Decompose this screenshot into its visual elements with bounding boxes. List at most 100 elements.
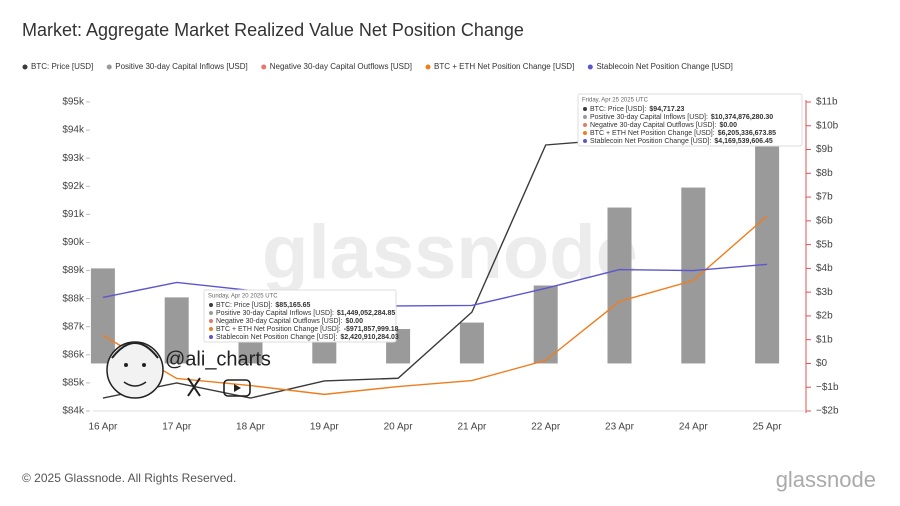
tooltip-value: $2,420,910,284.03 (340, 334, 398, 341)
x-tick-label: 21 Apr (457, 422, 487, 433)
tooltip-label: Negative 30-day Capital Outflows [USD]: (590, 122, 716, 129)
x-tick-label: 25 Apr (753, 422, 783, 433)
legend-entry: Negative 30-day Capital Outflows [USD] (270, 62, 412, 71)
y2-tick-label: $10b (816, 120, 839, 131)
tooltip-value: $10,374,876,280.30 (711, 114, 773, 121)
tooltip-swatch (583, 139, 587, 143)
tooltip-value: $4,169,539,606.45 (714, 138, 772, 145)
y2-tick-label: −$2b (816, 406, 839, 417)
legend-swatch (261, 64, 267, 70)
legend-entry: Stablecoin Net Position Change [USD] (596, 62, 733, 71)
chart-title: Market: Aggregate Market Realized Value … (22, 20, 524, 40)
tooltip-label: BTC + ETH Net Position Change [USD]: (590, 130, 715, 137)
tooltip-swatch (209, 319, 213, 323)
x-tick-label: 16 Apr (88, 422, 118, 433)
y2-tick-label: $8b (816, 168, 833, 179)
legend-entry: BTC: Price [USD] (31, 62, 93, 71)
footer-logo: glassnode (776, 467, 876, 492)
y2-tick-label: $9b (816, 144, 833, 155)
y2-tick-label: $3b (816, 287, 833, 298)
tooltip-title: Sunday, Apr 20 2025 UTC (208, 294, 278, 300)
tooltip-value: $0.00 (345, 318, 363, 325)
watermark: glassnode (262, 210, 638, 295)
y-tick-label: $84k (62, 406, 85, 417)
y2-tick-label: $2b (816, 311, 833, 322)
legend-swatch (22, 64, 28, 70)
tooltip-swatch (583, 123, 587, 127)
tooltip-box (577, 93, 803, 147)
tooltip-row: Stablecoin Net Position Change [USD]: $4,… (590, 138, 773, 145)
tooltip-swatch (209, 327, 213, 331)
y-tick-label: $92k (62, 181, 85, 192)
y2-tick-label: −$1b (816, 382, 839, 393)
y-tick-label: $90k (62, 237, 85, 248)
bar (607, 207, 632, 364)
bar (681, 187, 706, 364)
y-tick-label: $86k (62, 349, 85, 360)
tooltip-row: BTC + ETH Net Position Change [USD]: -$97… (216, 326, 399, 333)
legend-swatch (425, 64, 431, 70)
y-tick-label: $94k (62, 125, 85, 136)
footer-copyright: © 2025 Glassnode. All Rights Reserved. (22, 471, 236, 485)
x-tick-label: 17 Apr (162, 422, 192, 433)
tooltip-swatch (209, 303, 213, 307)
tooltip-title: Friday, Apr 25 2025 UTC (582, 98, 649, 104)
tooltip-swatch (583, 107, 587, 111)
tooltip: Sunday, Apr 20 2025 UTC BTC: Price [USD]:… (203, 289, 399, 343)
y2-tick-label: $7b (816, 192, 833, 203)
y2-tick-label: $1b (816, 334, 833, 345)
y2-tick-label: $0 (816, 358, 828, 369)
tooltip-box (203, 289, 397, 343)
tooltip-label: BTC: Price [USD]: (216, 302, 272, 309)
tooltip-value: $6,205,336,673.85 (718, 130, 776, 137)
tooltip-label: Stablecoin Net Position Change [USD]: (590, 138, 711, 145)
y2-tick-label: $4b (816, 263, 833, 274)
x-tick-label: 24 Apr (679, 422, 709, 433)
legend-entry: Positive 30-day Capital Inflows [USD] (115, 62, 248, 71)
legend-swatch (587, 64, 593, 70)
x-tick-label: 22 Apr (531, 422, 561, 433)
y-tick-label: $88k (62, 293, 85, 304)
tooltip-row: BTC + ETH Net Position Change [USD]: $6,2… (590, 130, 776, 137)
y-tick-label: $93k (62, 153, 85, 164)
y2-tick-label: $11b (816, 97, 838, 108)
tooltip-row: BTC: Price [USD]: $94,717.23 (590, 106, 685, 113)
tooltip-swatch (209, 335, 213, 339)
tooltip-swatch (583, 115, 587, 119)
y-tick-label: $87k (62, 321, 85, 332)
tooltip-row: Negative 30-day Capital Outflows [USD]: $… (216, 318, 363, 325)
tooltip-value: $85,165.65 (275, 302, 310, 309)
tooltip-row: Positive 30-day Capital Inflows [USD]: $1… (590, 114, 773, 121)
tooltip-swatch (209, 311, 213, 315)
handle: @ali_charts (165, 348, 271, 370)
tooltip-label: BTC + ETH Net Position Change [USD]: (216, 326, 341, 333)
line (102, 263, 768, 307)
tooltip: Friday, Apr 25 2025 UTC BTC: Price [USD]:… (577, 93, 803, 147)
tooltip-label: Positive 30-day Capital Inflows [USD]: (216, 310, 334, 317)
tooltip-label: Stablecoin Net Position Change [USD]: (216, 334, 337, 341)
y-tick-label: $85k (62, 378, 85, 389)
y2-tick-label: $6b (816, 215, 833, 226)
y-tick-label: $91k (62, 209, 85, 220)
bar (90, 268, 115, 364)
tooltip-swatch (583, 131, 587, 135)
x-tick-label: 19 Apr (310, 422, 340, 433)
bar (755, 116, 780, 364)
x-tick-label: 23 Apr (605, 422, 635, 433)
plot-area: $84k $85k $86k $87k $88k $89k $90k $91k $92k $93k… (62, 97, 839, 433)
tooltip-row: Positive 30-day Capital Inflows [USD]: $1… (216, 310, 395, 317)
tooltip-label: BTC: Price [USD]: (590, 106, 646, 113)
tooltip-label: Negative 30-day Capital Outflows [USD]: (216, 318, 342, 325)
bar (459, 322, 484, 364)
bar (164, 297, 189, 364)
avatar (106, 341, 251, 399)
line (102, 215, 768, 396)
tooltip-value: $1,449,052,284.85 (337, 310, 395, 317)
tooltip-row: Negative 30-day Capital Outflows [USD]: $… (590, 122, 737, 129)
tooltip-value: -$971,857,999.18 (344, 326, 399, 333)
legend-swatch (106, 64, 112, 70)
x-tick-label: 18 Apr (236, 422, 266, 433)
y-tick-label: $89k (62, 265, 85, 276)
legend-entry: BTC + ETH Net Position Change [USD] (434, 62, 574, 71)
x-tick-label: 20 Apr (384, 422, 414, 433)
